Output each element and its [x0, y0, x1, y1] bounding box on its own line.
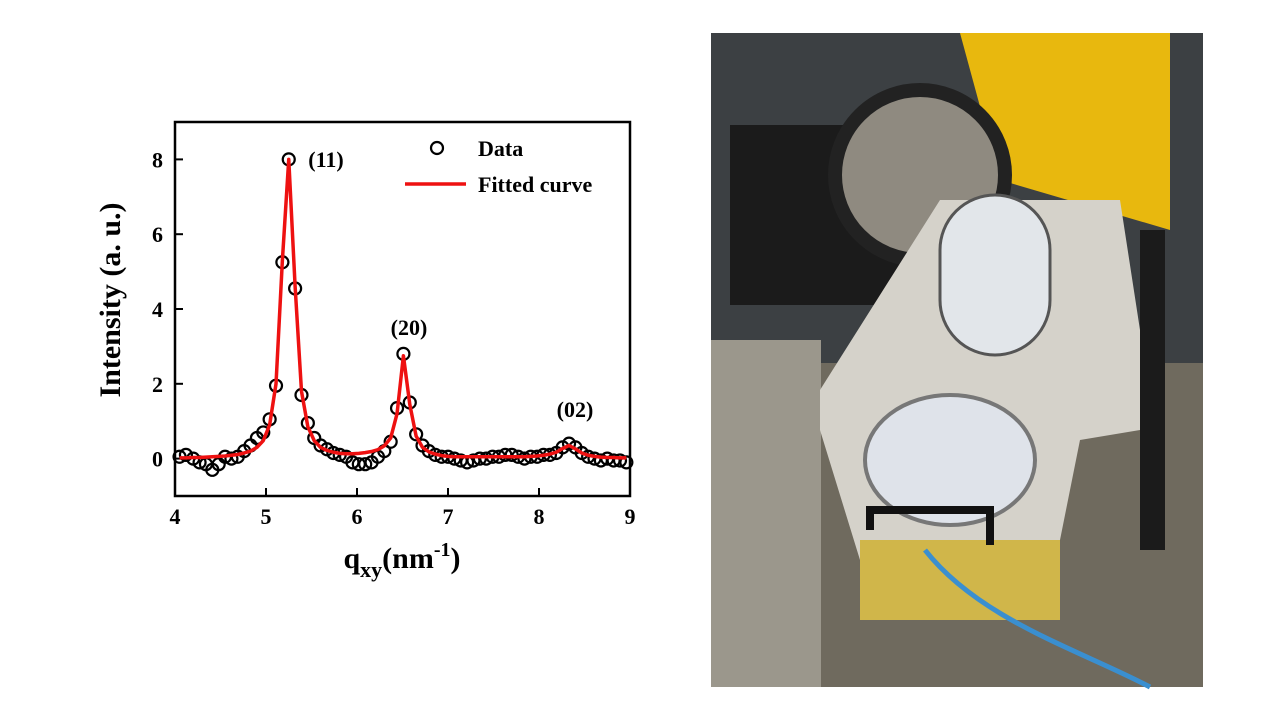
x-label-sup: -1 [434, 539, 451, 561]
x-tick-label: 6 [352, 504, 363, 529]
x-axis-label: qxy(nm-1) [343, 539, 460, 582]
photo-yellow-panel [960, 33, 1170, 230]
y-axis-label: Intensity (a. u.) [94, 202, 127, 397]
photo-flange [860, 540, 1060, 620]
y-tick-label: 6 [152, 222, 163, 247]
photo-handle [866, 506, 994, 545]
fit-line [179, 157, 627, 460]
y-tick-label: 4 [152, 297, 163, 322]
x-label-base: q [343, 542, 360, 575]
data-point [224, 451, 239, 466]
x-tick-label: 9 [625, 504, 636, 529]
photo-window-bottom [863, 393, 1037, 527]
x-label-end: ) [451, 542, 461, 575]
data-point [358, 457, 373, 472]
data-point [447, 451, 462, 466]
photo [711, 33, 1203, 690]
peak-annotation: (11) [308, 147, 343, 172]
y-tick-label: 0 [152, 447, 163, 472]
data-point [504, 447, 519, 462]
data-point [612, 453, 628, 468]
legend-swatch [429, 140, 445, 156]
photo-window-top [938, 193, 1052, 357]
x-tick-label: 7 [443, 504, 454, 529]
x-label-sub: xy [360, 557, 382, 582]
x-tick-label: 4 [170, 504, 181, 529]
x-tick-label: 8 [534, 504, 545, 529]
x-tick-label: 5 [261, 504, 272, 529]
legend-label: Fitted curve [478, 172, 592, 197]
peak-annotation: (02) [557, 397, 594, 422]
photo-left-table [711, 340, 821, 687]
legend-label: Data [478, 136, 523, 161]
peak-annotation: (20) [391, 315, 428, 340]
photo-black-cable [1140, 230, 1165, 550]
x-label-main: (nm [382, 542, 434, 575]
photo-cable [923, 548, 1152, 690]
data-point [178, 447, 194, 462]
y-tick-label: 2 [152, 372, 163, 397]
y-tick-label: 8 [152, 147, 163, 172]
plot-frame [173, 120, 632, 498]
